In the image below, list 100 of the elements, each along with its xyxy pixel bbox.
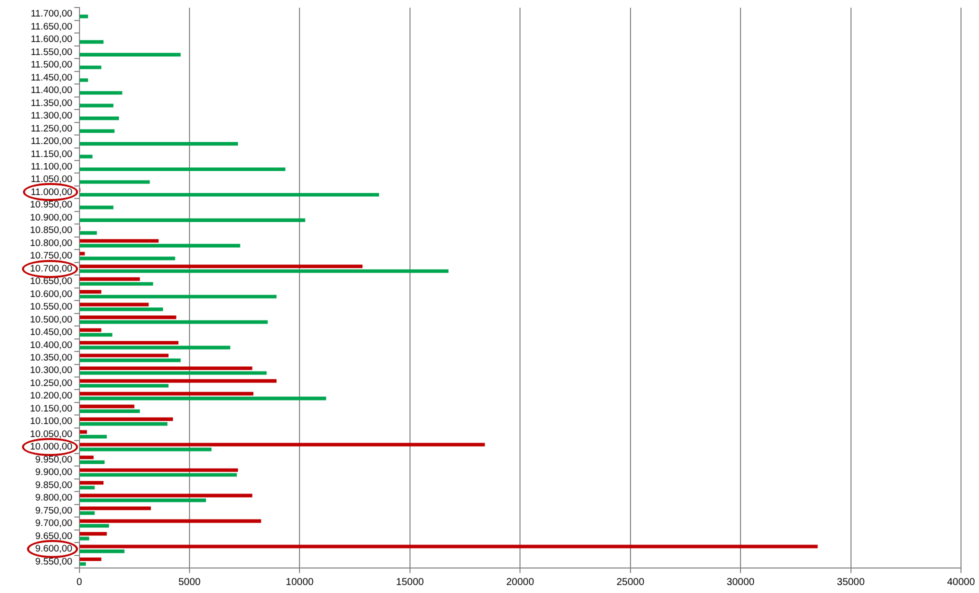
y-tick-label: 10.250,00 xyxy=(30,378,72,389)
y-tick-label: 11.150,00 xyxy=(30,148,72,160)
y-tick-label: 9.550,00 xyxy=(35,556,72,568)
bar xyxy=(80,468,238,472)
bar xyxy=(80,434,107,438)
bar xyxy=(80,129,115,133)
y-tick-label: 9.850,00 xyxy=(35,480,72,491)
bar xyxy=(80,473,237,477)
bar xyxy=(80,366,252,370)
bar xyxy=(80,384,169,388)
y-tick-label: 10.150,00 xyxy=(30,403,72,414)
y-tick-label: 10.300,00 xyxy=(30,365,72,376)
y-tick-label: 11.100,00 xyxy=(30,162,72,172)
bar xyxy=(80,486,95,490)
bar xyxy=(80,239,159,243)
x-tick-label: 10000 xyxy=(286,576,314,588)
y-tick-label: 10.450,00 xyxy=(30,327,72,338)
x-tick-label: 25000 xyxy=(616,576,645,588)
bar xyxy=(80,282,154,286)
bar xyxy=(80,256,176,260)
y-tick-label: 9.800,00 xyxy=(35,492,72,504)
bar xyxy=(80,506,151,510)
x-tick-label: 5000 xyxy=(178,576,202,588)
bar xyxy=(80,308,164,312)
bar xyxy=(80,511,95,515)
bar xyxy=(80,409,140,413)
bar xyxy=(80,549,124,554)
bar xyxy=(80,167,286,172)
bar xyxy=(80,316,176,320)
bar xyxy=(80,252,85,256)
bar xyxy=(80,456,94,460)
bar xyxy=(80,52,181,56)
y-tick-label: 10.200,00 xyxy=(30,390,72,402)
y-tick-label: 11.350,00 xyxy=(30,98,72,109)
bar xyxy=(80,154,92,158)
bar xyxy=(80,442,485,446)
y-tick-label: 10.950,00 xyxy=(30,200,72,211)
bar xyxy=(80,320,268,324)
bar xyxy=(80,218,306,222)
bar xyxy=(80,14,88,18)
bar xyxy=(80,544,818,548)
bar xyxy=(80,264,363,268)
x-tick-label: 15000 xyxy=(396,576,424,588)
y-tick-label: 11.050,00 xyxy=(30,174,72,186)
y-tick-label: 11.700,00 xyxy=(30,8,72,20)
bar xyxy=(80,91,122,95)
bar xyxy=(80,524,110,528)
bar xyxy=(80,557,102,562)
x-tick-label: 20000 xyxy=(506,576,534,588)
y-tick-label: 11.450,00 xyxy=(30,72,72,84)
bar xyxy=(80,244,240,248)
y-tick-label: 11.400,00 xyxy=(30,85,72,96)
y-tick-label: 10.550,00 xyxy=(30,302,72,313)
bar xyxy=(80,206,114,210)
x-tick-label: 40000 xyxy=(947,576,976,588)
bar xyxy=(80,460,105,464)
bar xyxy=(80,448,212,452)
y-tick-label: 9.650,00 xyxy=(35,530,72,542)
bar xyxy=(80,536,90,540)
bar xyxy=(80,396,326,400)
x-tick-label: 35000 xyxy=(836,576,866,588)
y-tick-label: 11.600,00 xyxy=(30,34,72,46)
y-tick-label: 10.750,00 xyxy=(30,250,72,262)
bar xyxy=(80,180,150,184)
bar xyxy=(80,354,169,358)
bar xyxy=(80,290,102,294)
y-tick-label: 9.950,00 xyxy=(35,454,72,466)
bar xyxy=(80,328,102,332)
bar xyxy=(80,371,267,375)
bar xyxy=(80,498,206,502)
bar xyxy=(80,340,178,345)
bar xyxy=(80,404,134,408)
y-tick-label: 10.050,00 xyxy=(30,428,72,440)
bar xyxy=(80,302,149,306)
bar xyxy=(80,116,119,120)
bar xyxy=(80,66,102,70)
x-tick-label: 30000 xyxy=(726,576,755,588)
bar xyxy=(80,519,262,523)
bar xyxy=(80,142,238,146)
bar xyxy=(80,417,173,421)
y-tick-label: 11.200,00 xyxy=(30,136,72,148)
y-tick-label: 10.350,00 xyxy=(30,352,72,364)
bar xyxy=(80,422,168,426)
y-tick-label: 11.300,00 xyxy=(30,110,72,122)
bar xyxy=(80,192,380,197)
y-tick-label: 10.100,00 xyxy=(30,416,72,428)
bar xyxy=(80,333,112,337)
bar xyxy=(80,277,140,281)
y-tick-label: 10.850,00 xyxy=(30,225,72,236)
y-tick-label: 11.550,00 xyxy=(30,46,72,58)
bar xyxy=(80,392,254,396)
bar xyxy=(80,481,104,485)
y-tick-label: 10.700,00 xyxy=(30,263,72,274)
y-tick-label: 11.650,00 xyxy=(30,21,72,32)
y-tick-label: 11.500,00 xyxy=(30,60,72,71)
bar xyxy=(80,532,107,536)
y-tick-label: 10.900,00 xyxy=(30,212,72,224)
y-tick-label: 10.800,00 xyxy=(30,238,72,249)
y-tick-label: 10.650,00 xyxy=(30,276,72,288)
bar xyxy=(80,358,181,362)
